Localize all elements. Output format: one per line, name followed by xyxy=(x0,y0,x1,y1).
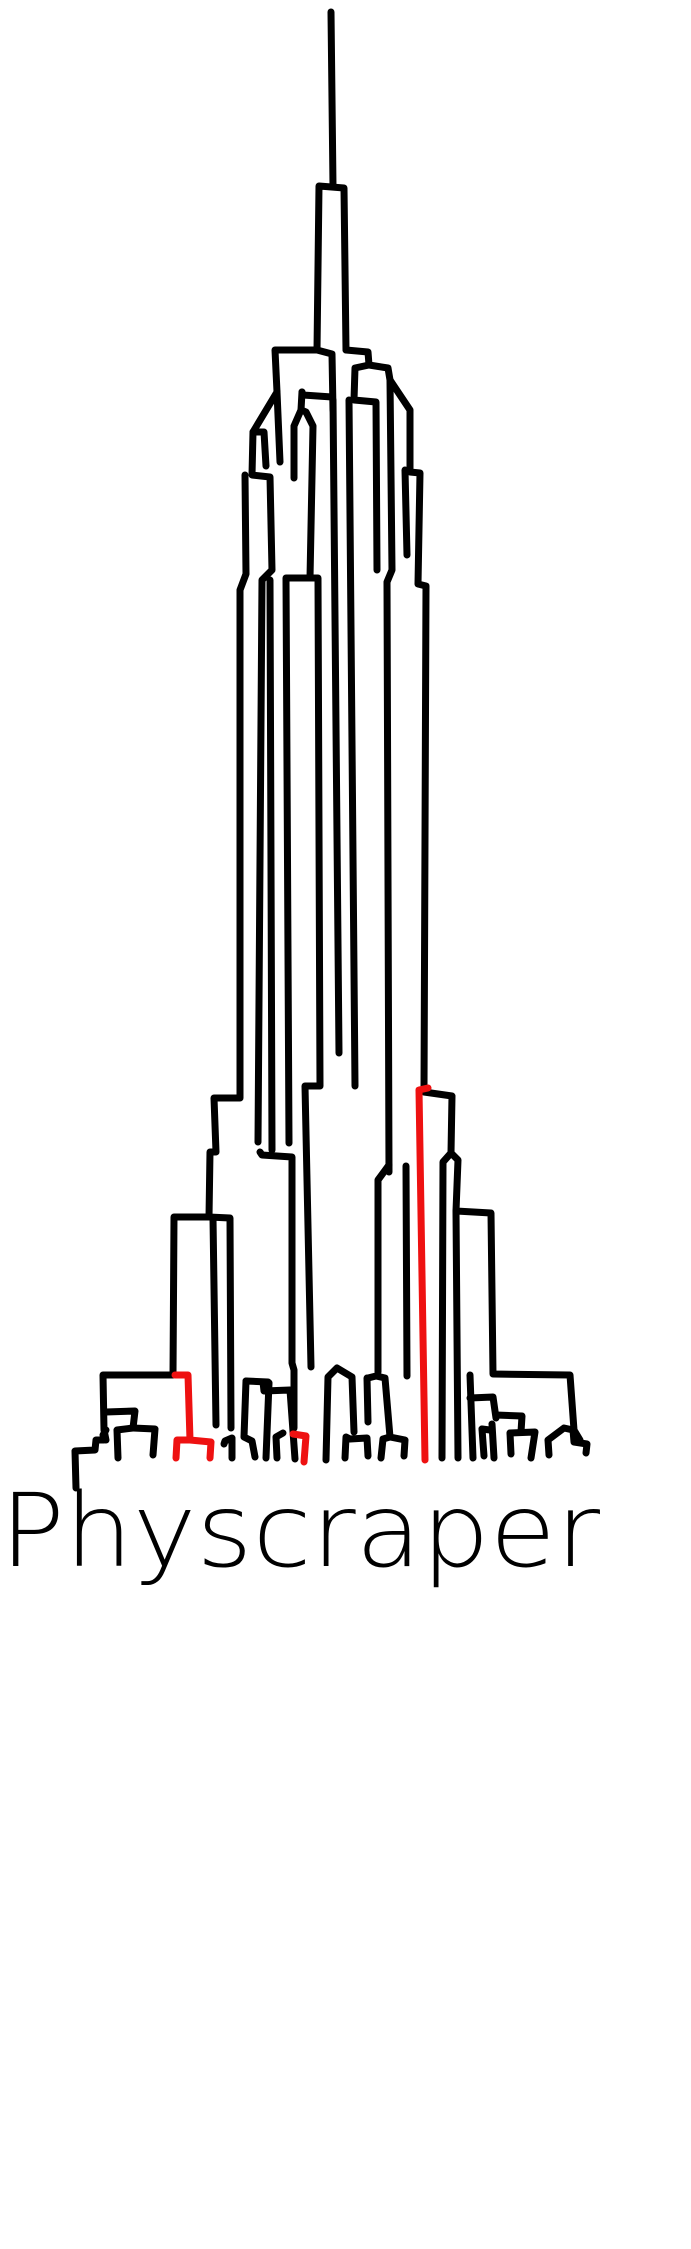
crown-inner-b xyxy=(290,388,306,482)
base-right-f xyxy=(492,1411,526,1436)
setback-left-c xyxy=(259,1378,299,1463)
base-right-h xyxy=(506,1428,539,1462)
base-left-mid3 xyxy=(240,1377,259,1461)
skyscraper-highlights xyxy=(171,1084,432,1466)
crown-center xyxy=(329,396,343,1057)
crown-inner-a xyxy=(298,388,336,401)
base-right-e xyxy=(488,1420,498,1462)
base-left-steps xyxy=(102,1407,139,1462)
highlight-base-left-b xyxy=(172,1436,194,1462)
shaft-right-inner xyxy=(438,1149,455,1462)
spire-line xyxy=(327,8,337,190)
base-center-5 xyxy=(377,1433,394,1462)
wordmark-text: Physcraper xyxy=(0,1478,600,1591)
shaft-outer-right xyxy=(420,1086,584,1444)
crown-right-step xyxy=(350,361,381,574)
highlight-tower-right xyxy=(415,1084,432,1464)
crown-step-left xyxy=(249,428,270,470)
crown-left xyxy=(248,346,321,1146)
shaft-right-column xyxy=(402,1162,411,1380)
base-center-left xyxy=(272,1429,287,1462)
base-left-mid4 xyxy=(262,1379,273,1462)
shaft-left-column xyxy=(266,576,276,1154)
base-center-4 xyxy=(364,1372,409,1460)
shaft-left-inner xyxy=(256,1148,298,1432)
crown-inner-c xyxy=(297,406,317,582)
base-center-2 xyxy=(341,1433,372,1462)
skyscraper-outline xyxy=(71,8,591,1492)
shaft-right-inner2 xyxy=(452,1207,462,1462)
crown-right xyxy=(342,346,430,1094)
crown-center-left xyxy=(313,346,337,414)
base-right-b xyxy=(466,1393,500,1422)
spire-top xyxy=(313,182,350,354)
base-center xyxy=(322,1364,358,1464)
wordmark-svg: Physcraper xyxy=(0,1472,600,1591)
base-center-3 xyxy=(363,1374,372,1426)
crown-mid-left xyxy=(345,396,359,1090)
setback-left-b xyxy=(209,1214,220,1429)
highlight-base-left xyxy=(171,1371,215,1462)
crown-left-inner xyxy=(273,388,284,466)
base-left-steps2 xyxy=(129,1424,159,1459)
base-right-c xyxy=(478,1425,488,1460)
base-right-d xyxy=(478,1425,494,1434)
shaft-right-step xyxy=(374,1161,393,1376)
highlight-base-center xyxy=(289,1430,310,1466)
base-right-i xyxy=(544,1424,591,1459)
wordmark-area: Physcraper xyxy=(0,1472,691,1638)
base-left-outer xyxy=(71,1426,110,1492)
base-right-a xyxy=(466,1371,477,1462)
base-right-g xyxy=(506,1429,515,1458)
crown-right-inner2 xyxy=(401,466,411,559)
shaft-left-window xyxy=(282,574,324,1371)
shaft-outer-left xyxy=(99,471,250,1444)
crown-right-inner xyxy=(383,376,396,1176)
base-left-mid xyxy=(220,1434,236,1462)
